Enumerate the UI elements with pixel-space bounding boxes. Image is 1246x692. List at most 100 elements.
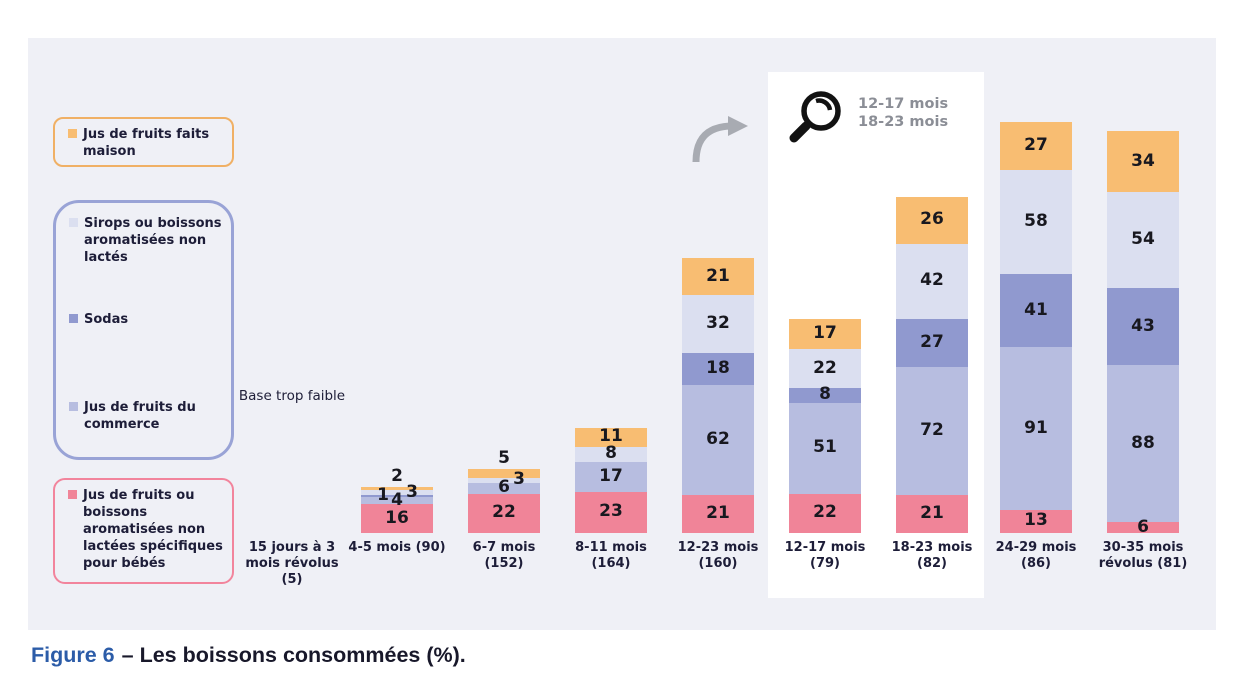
bar-segment-bebes (1107, 522, 1179, 533)
value-label-sirops: 54 (1131, 229, 1155, 250)
bar-segment-sirops (682, 295, 754, 353)
bar-segment-sirops (575, 447, 647, 462)
category-label: 24-29 mois (86) (995, 540, 1077, 571)
value-label-commerce: 62 (706, 429, 730, 450)
value-label-sodas: 41 (1024, 299, 1048, 320)
value-label-sirops: 3 (406, 481, 418, 502)
value-label-maison: 34 (1131, 150, 1155, 171)
bar-segment-commerce (361, 497, 433, 505)
bar-segment-maison (682, 257, 754, 296)
zoom-group-label: 12-17 mois 18-23 mois (858, 96, 949, 130)
plot-area: 15 jours à 3 mois révolus (5) Base trop f… (28, 38, 1216, 630)
bar-segment-commerce (1000, 347, 1072, 510)
magnifier-icon (789, 91, 841, 143)
value-label-bebes: 21 (706, 503, 730, 524)
legend-box-nondairy-group: Sirops ou boissons aromatisées non lacté… (53, 200, 234, 460)
bar-segment-bebes (575, 491, 647, 533)
figure-title: – Les boissons consommées (%). (121, 643, 466, 667)
bar-segment-sirops (896, 243, 968, 319)
value-label-maison: 17 (813, 322, 837, 343)
bar-segment-bebes (789, 493, 861, 533)
category-label: 15 jours à 3 mois révolus (5) (245, 540, 339, 587)
value-label-maison: 11 (599, 426, 623, 447)
bar-segment-maison (468, 468, 540, 478)
legend-swatch-baby-juice (68, 490, 77, 499)
bar-segment-sirops (1107, 191, 1179, 289)
value-label-sodas: 43 (1131, 315, 1155, 336)
bar-segment-sirops (1000, 170, 1072, 275)
chart-area: 12-17 mois 18-23 mois Jus de fruits fait… (28, 38, 1216, 630)
bar-segment-commerce (468, 482, 540, 494)
value-label-commerce: 72 (920, 420, 944, 441)
legend-swatch-sodas (69, 314, 78, 323)
bar-segment-bebes (361, 504, 433, 533)
category-label: 8-11 mois (164) (575, 540, 647, 571)
value-label-maison: 21 (706, 265, 730, 286)
value-label-bebes: 13 (1024, 510, 1048, 531)
bar-segment-maison (575, 427, 647, 448)
figure-number: Figure 6 (31, 643, 115, 667)
bar-segment-maison (789, 318, 861, 350)
bar-segment-sirops (789, 349, 861, 389)
value-label-sirops: 32 (706, 313, 730, 334)
curved-arrow-icon (692, 116, 748, 163)
value-label-sodas: 27 (920, 331, 944, 352)
bar-segment-commerce (789, 402, 861, 494)
bar-segment-commerce (896, 366, 968, 496)
bar-segment-bebes (1000, 509, 1072, 533)
value-label-commerce: 6 (498, 477, 510, 498)
bar-segment-bebes (896, 495, 968, 533)
legend-label-sodas: Sodas (84, 312, 129, 327)
bar-segment-maison (896, 197, 968, 244)
legend-box-homemade-juice: Jus de fruits faits maison (53, 117, 234, 167)
category-label: 18-23 mois (82) (891, 540, 973, 571)
category-label: 12-23 mois (160) (677, 540, 759, 571)
bar-segment-bebes (682, 495, 754, 533)
legend-swatch-commercial-juice (69, 402, 78, 411)
category-label: 12-17 mois (79) (784, 540, 866, 571)
bar-segment-sodas (789, 388, 861, 403)
legend-swatch-homemade-juice (68, 129, 77, 138)
value-label-sirops: 22 (813, 357, 837, 378)
figure-caption: Figure 6– Les boissons consommées (%). (31, 643, 466, 668)
bar-segment-commerce (682, 384, 754, 496)
value-label-sirops: 42 (920, 270, 944, 291)
legend-box-baby-juice: Jus de fruits ou boissons aromatisées no… (53, 478, 234, 584)
value-label-commerce: 91 (1024, 417, 1048, 438)
value-label-commerce: 4 (391, 489, 403, 510)
value-label-sodas: 18 (706, 357, 730, 378)
legend-label-syrups: Sirops ou boissons aromatisées non lacté… (84, 216, 222, 265)
value-label-commerce: 88 (1131, 432, 1155, 453)
value-label-maison: 2 (391, 465, 403, 486)
value-label-bebes: 22 (813, 502, 837, 523)
bar-segment-sirops (468, 477, 540, 483)
value-label-bebes: 16 (385, 507, 409, 528)
value-label-bebes: 21 (920, 503, 944, 524)
legend-label-homemade-juice: Jus de fruits faits maison (83, 127, 210, 159)
legend-label-baby-juice: Jus de fruits ou boissons aromatisées no… (83, 488, 223, 571)
bar-segment-commerce (1107, 365, 1179, 523)
bar-segment-maison (361, 486, 433, 491)
value-label-maison: 5 (498, 447, 510, 468)
value-label-maison: 27 (1024, 135, 1048, 156)
bar-segment-commerce (575, 461, 647, 492)
value-label-maison: 26 (920, 209, 944, 230)
category-label: 4-5 mois (90) (348, 540, 446, 555)
value-label-bebes: 6 (1137, 516, 1149, 537)
value-label-sirops: 3 (513, 469, 525, 490)
bar-segment-bebes (468, 493, 540, 533)
value-label-commerce: 17 (599, 465, 623, 486)
bar-segment-sodas (682, 352, 754, 385)
value-label-commerce: 51 (813, 437, 837, 458)
legend-swatch-syrups (69, 218, 78, 227)
legend-label-commercial-juice: Jus de fruits du commerce (84, 400, 196, 432)
value-label-bebes: 22 (492, 502, 516, 523)
note-base-too-small: Base trop faible (238, 388, 346, 404)
value-label-sodas: 1 (377, 485, 389, 506)
value-label-sirops: 58 (1024, 211, 1048, 232)
value-label-bebes: 23 (599, 501, 623, 522)
bar-segment-maison (1000, 122, 1072, 171)
category-label: 6-7 mois (152) (472, 540, 536, 571)
value-label-sirops: 8 (605, 443, 617, 464)
